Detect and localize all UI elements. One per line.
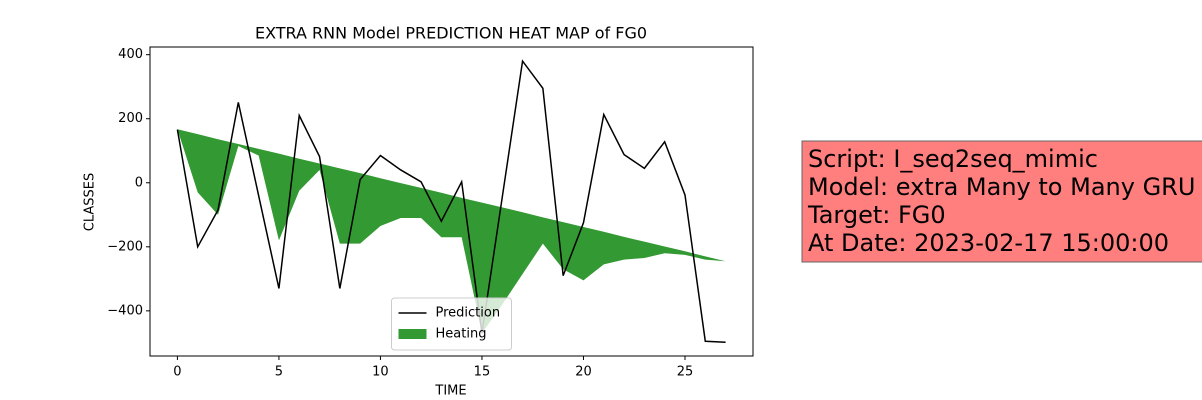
plot-frame bbox=[149, 46, 754, 357]
annotation-line: At Date: 2023-02-17 15:00:00 bbox=[808, 229, 1169, 257]
x-tick-label: 20 bbox=[575, 365, 592, 380]
x-axis-label: TIME bbox=[434, 384, 466, 399]
annotation-line: Script: I_seq2seq_mimic bbox=[808, 145, 1098, 173]
y-tick-label: 0 bbox=[135, 175, 143, 190]
y-axis-label: CLASSES bbox=[83, 173, 98, 231]
y-tick-label: 200 bbox=[118, 111, 143, 126]
x-tick-label: 25 bbox=[677, 365, 694, 380]
legend-label: Prediction bbox=[436, 306, 501, 321]
y-tick-label: 400 bbox=[118, 47, 143, 62]
prediction-line bbox=[176, 59, 726, 343]
x-tick-label: 0 bbox=[173, 365, 181, 380]
y-tick-label: −400 bbox=[107, 303, 143, 318]
legend-swatch bbox=[398, 329, 427, 339]
legend-label: Heating bbox=[436, 327, 487, 342]
annotation-line: Model: extra Many to Many GRU bbox=[808, 173, 1195, 201]
annotation-line: Target: FG0 bbox=[807, 201, 946, 229]
x-tick-label: 10 bbox=[372, 365, 389, 380]
chart-title: EXTRA RNN Model PREDICTION HEAT MAP of F… bbox=[255, 24, 647, 43]
annotation-box bbox=[801, 140, 1202, 263]
y-tick-label: −200 bbox=[107, 239, 143, 254]
x-tick-label: 5 bbox=[275, 365, 283, 380]
heating-area bbox=[177, 129, 726, 334]
x-tick-label: 15 bbox=[474, 365, 491, 380]
